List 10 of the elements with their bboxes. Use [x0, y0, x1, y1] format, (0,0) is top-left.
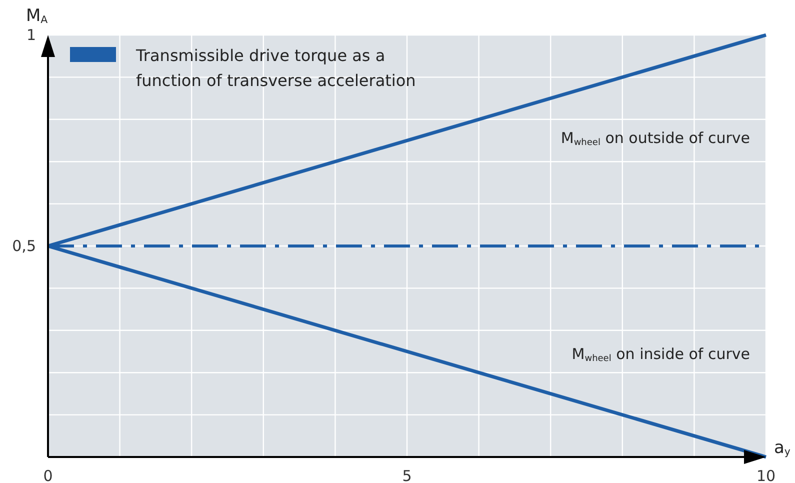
y-tick-label: 1 — [26, 26, 36, 44]
annotation: M$_{wheel}$ on inside of curve — [572, 345, 750, 364]
x-tick-label: 0 — [43, 467, 53, 483]
x-tick-label: 5 — [402, 467, 412, 483]
legend-label: Transmissible drive torque as a function of transverse acceleration — [135, 46, 416, 90]
x-tick-label: 10 — [756, 467, 776, 483]
y-axis-title: M$_{A}$ — [26, 6, 48, 26]
x-axis-title: a$_{y}$ — [774, 438, 790, 458]
annotation: M$_{wheel}$ on outside of curve — [560, 129, 750, 148]
y-tick-label: 0,5 — [12, 237, 36, 255]
